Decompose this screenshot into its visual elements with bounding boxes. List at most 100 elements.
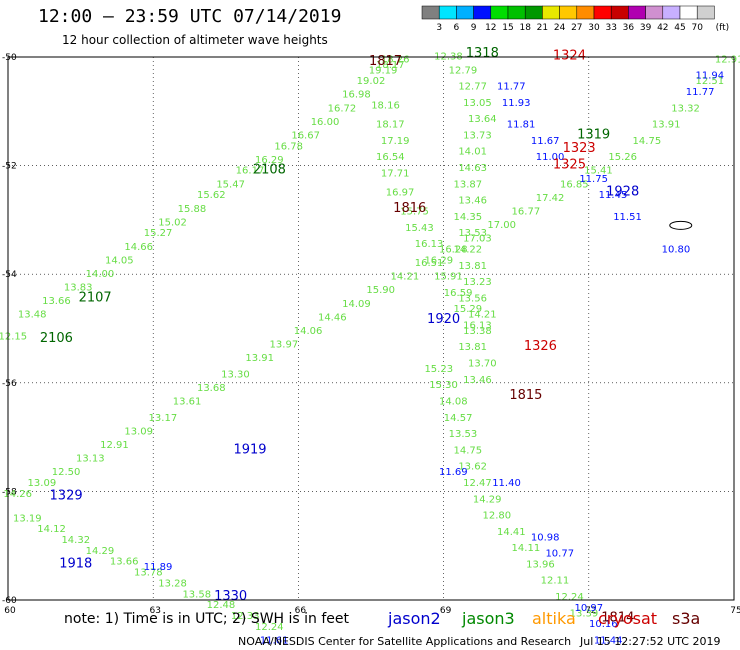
wave-height-value: 14.09 bbox=[342, 299, 371, 310]
wave-height-value: 16.28 bbox=[439, 244, 468, 255]
wave-height-value: 14.57 bbox=[444, 413, 473, 424]
wave-height-value: 11.51 bbox=[613, 212, 642, 223]
wave-height-value: 13.39 bbox=[570, 608, 599, 619]
wave-height-value: 17.71 bbox=[381, 168, 410, 179]
y-tick-label: -52 bbox=[2, 162, 17, 172]
wave-height-value: 11.00 bbox=[536, 152, 565, 163]
wave-height-value: 15.29 bbox=[453, 304, 482, 315]
wave-height-value: 13.46 bbox=[463, 375, 492, 386]
colorbar-level: 42 bbox=[657, 23, 668, 33]
wave-height-value: 13.58 bbox=[182, 589, 211, 600]
pass-time-label: 1817 bbox=[369, 54, 402, 69]
wave-height-value: 15.75 bbox=[400, 206, 429, 217]
pass-time-label: 1816 bbox=[393, 201, 426, 216]
wave-height-value: 16.67 bbox=[291, 130, 320, 141]
wave-height-value: 12.51 bbox=[695, 76, 724, 87]
colorbar-level: 3 bbox=[436, 23, 442, 33]
wave-height-value: 16.98 bbox=[342, 90, 371, 101]
wave-height-value: 14.29 bbox=[473, 494, 502, 505]
colorbar-swatch bbox=[593, 5, 612, 20]
wave-height-value: 15.26 bbox=[608, 152, 637, 163]
wave-height-value: 14.12 bbox=[37, 524, 66, 535]
wave-height-value: 17.42 bbox=[536, 193, 565, 204]
legend-altika: altika bbox=[532, 609, 576, 628]
x-tick-label: 75 bbox=[730, 606, 740, 616]
wave-height-value: 13.73 bbox=[463, 130, 492, 141]
colorbar-swatch bbox=[662, 5, 681, 20]
wave-height-value: 13.53 bbox=[458, 228, 487, 239]
wave-height-value: 14.75 bbox=[453, 445, 482, 456]
wave-height-value: 16.13 bbox=[415, 239, 444, 250]
wave-height-value: 12.24 bbox=[255, 622, 284, 633]
wave-height-value: 12.79 bbox=[449, 65, 478, 76]
colorbar-swatch bbox=[610, 5, 629, 20]
wave-height-value: 11.75 bbox=[579, 174, 608, 185]
colorbar-legend: 3 6 9 12 15 18 21 24 27 30 33 36 39 42 45 70 (ft) bbox=[421, 5, 730, 33]
wave-height-value: 13.68 bbox=[197, 383, 226, 394]
y-tick-label: -60 bbox=[2, 596, 17, 606]
colorbar-swatch bbox=[524, 5, 543, 20]
colorbar-level: 39 bbox=[640, 23, 652, 33]
wave-height-value: 12.15 bbox=[0, 331, 27, 342]
map-title: 12:00 – 23:59 UTC 07/14/2019 bbox=[38, 6, 342, 27]
wave-height-value: 11.40 bbox=[492, 478, 521, 489]
footer-note: note: 1) Time is in UTC; 2) SWH is in fe… bbox=[64, 611, 350, 627]
pass-time-label: 2108 bbox=[253, 163, 286, 178]
wave-height-value: 14.21 bbox=[468, 310, 497, 321]
wave-height-value: 14.26 bbox=[3, 489, 32, 500]
wave-height-value: 13.81 bbox=[458, 261, 487, 272]
wave-height-value: 15.41 bbox=[584, 166, 613, 177]
wave-height-value: 17.19 bbox=[381, 136, 410, 147]
wave-height-value: 14.75 bbox=[633, 136, 662, 147]
wave-height-value: 13.32 bbox=[671, 103, 700, 114]
wave-height-value: 12.91 bbox=[100, 440, 129, 451]
colorbar-level: 30 bbox=[588, 23, 600, 33]
wave-height-value: 13.64 bbox=[468, 114, 497, 125]
wave-height-value: 13.23 bbox=[463, 277, 492, 288]
wave-height-value: 13.48 bbox=[18, 310, 47, 321]
wave-height-value: 16.97 bbox=[386, 187, 415, 198]
wave-height-value: 11.69 bbox=[439, 467, 468, 478]
wave-height-value: 11.61 bbox=[260, 635, 289, 646]
wave-height-value: 12.77 bbox=[458, 82, 487, 93]
colorbar-swatch bbox=[679, 5, 698, 20]
colorbar-swatch bbox=[542, 5, 560, 20]
wave-height-value: 11.81 bbox=[507, 120, 536, 131]
wave-height-value: 15.47 bbox=[216, 179, 245, 190]
pass-time-label: 1815 bbox=[509, 388, 542, 403]
wave-height-value: 15.23 bbox=[424, 364, 453, 375]
wave-height-value: 13.91 bbox=[652, 120, 681, 131]
pass-time-label: 1324 bbox=[553, 49, 586, 64]
legend-jason2: jason2 bbox=[388, 609, 441, 628]
wave-height-value: 13.81 bbox=[458, 342, 487, 353]
wave-height-value: 14.11 bbox=[512, 543, 541, 554]
wave-height-value: 14.01 bbox=[458, 147, 487, 158]
wave-height-value: 13.38 bbox=[463, 326, 492, 337]
wave-height-value: 13.61 bbox=[173, 397, 202, 408]
wave-height-value: 12.48 bbox=[207, 600, 236, 611]
legend-jason3: jason3 bbox=[462, 609, 515, 628]
wave-height-value: 14.22 bbox=[453, 244, 482, 255]
pass-time-label: 1928 bbox=[606, 184, 639, 199]
wave-height-value: 18.26 bbox=[381, 54, 410, 65]
wave-height-value: 12.50 bbox=[52, 467, 81, 478]
colorbar-swatch bbox=[473, 5, 492, 20]
wave-height-value: 14.66 bbox=[124, 242, 153, 253]
wave-height-value: 13.66 bbox=[110, 557, 139, 568]
colorbar-level: 36 bbox=[623, 23, 635, 33]
wave-height-value: 19.02 bbox=[357, 76, 386, 87]
x-tick-label: 60 bbox=[4, 606, 16, 616]
colorbar-unit: (ft) bbox=[716, 23, 730, 33]
wave-height-value: 13.66 bbox=[42, 296, 71, 307]
pass-time-label: 1920 bbox=[427, 312, 460, 327]
wave-height-value: 13.53 bbox=[449, 429, 478, 440]
wave-height-value: 16.29 bbox=[424, 255, 453, 266]
wave-height-value: 12.33 bbox=[231, 611, 260, 622]
pass-labels: 1817 2108 1816 2107 2106 1318 1324 131913231325… bbox=[40, 46, 693, 626]
pass-time-label: 1919 bbox=[233, 442, 266, 457]
wave-height-value: 10.80 bbox=[662, 244, 691, 255]
colorbar-level: 45 bbox=[674, 23, 685, 33]
colorbar-level: 15 bbox=[502, 23, 513, 33]
wave-height-value: 10.97 bbox=[574, 603, 603, 614]
wave-height-value: 17.00 bbox=[487, 220, 516, 231]
